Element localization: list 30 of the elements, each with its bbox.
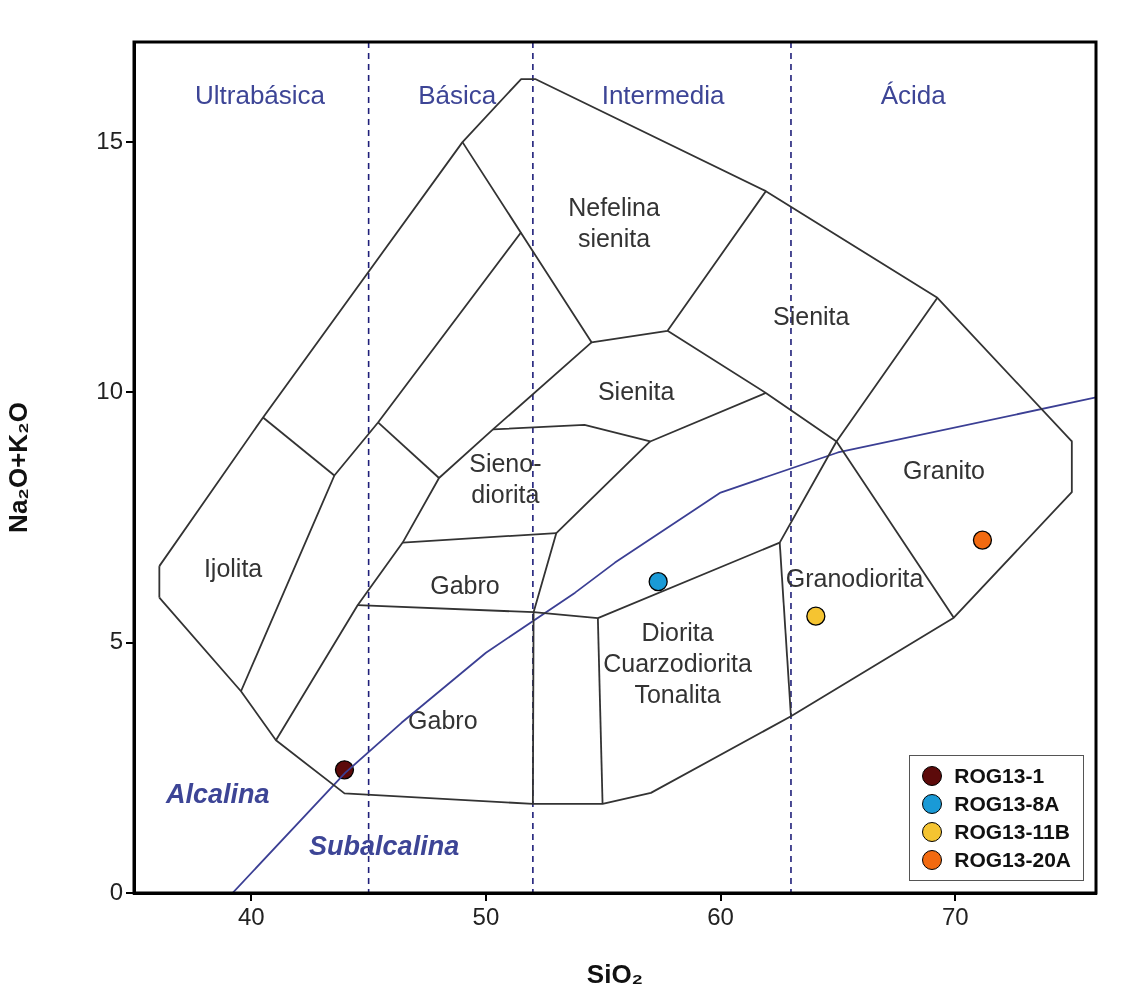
y-tick-label: 15 [96,126,123,154]
annotation: Diorita Cuarzodiorita Tonalita [603,617,752,708]
x-tick-label: 40 [237,903,265,931]
legend-label: ROG13-1 [954,764,1045,788]
legend-label: ROG13-11B [954,820,1070,844]
x-axis-title: SiO₂ [586,958,644,989]
annotation: Básica [418,80,497,111]
annotation: Subalcalina [309,831,460,862]
annotation: Ultrabásica [194,80,326,111]
legend-label: ROG13-20A [954,848,1071,872]
annotation: Gabro [430,570,500,599]
annotation: Gabro [408,705,478,734]
annotation: Granodiorita [785,563,924,592]
annotation: Sienita [773,302,850,331]
y-tick-label: 5 [109,627,123,655]
x-tick-label: 60 [707,903,734,931]
x-tick-label: 70 [941,903,969,931]
annotation: Sieno- diorita [469,448,542,508]
y-tick-label: 0 [109,877,123,905]
annotation: Sienita [597,376,675,405]
annotation: Ácida [880,80,947,111]
annotation: Granito [903,455,985,484]
y-tick-label: 10 [96,377,123,405]
annotation: Alcalina [164,779,270,810]
annotation: Ijolita [203,553,263,582]
annotation: Nefelina sienita [568,192,660,252]
x-tick-label: 50 [472,903,500,931]
legend-label: ROG13-8A [954,792,1060,816]
annotation: Intermedia [601,80,726,111]
y-axis-title: Na₂O+K₂O [2,402,33,533]
